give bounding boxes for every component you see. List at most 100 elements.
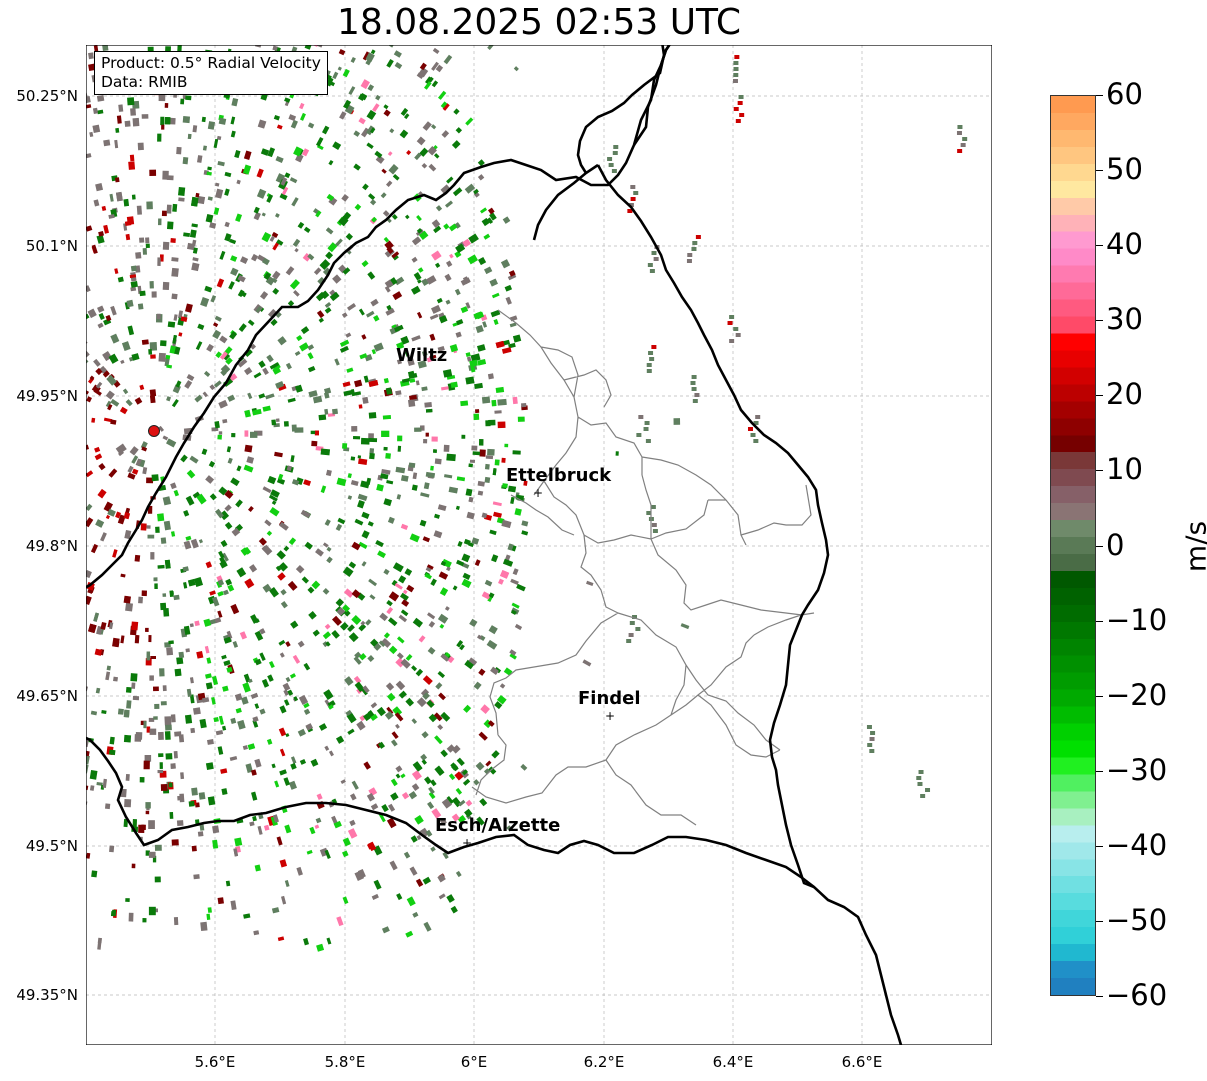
radar-echo-pixel (368, 433, 374, 440)
radar-echo-pixel (365, 52, 375, 63)
radar-echo-pixel (510, 578, 519, 586)
radar-echo-pixel (422, 675, 433, 686)
radar-echo-pixel (313, 267, 322, 275)
radar-echo-pixel (242, 164, 252, 175)
radar-echo-pixel (381, 430, 390, 437)
radar-echo-pixel (94, 453, 103, 461)
radar-echo-pixel (350, 456, 356, 461)
radar-echo-pixel (97, 488, 107, 499)
radar-echo-pixel (265, 393, 275, 400)
radar-echo-pixel (149, 389, 157, 397)
radar-echo-pixel (185, 535, 192, 541)
radar-echo-pixel (217, 897, 224, 905)
radar-echo-pixel (469, 618, 478, 628)
radar-echo-pixel (129, 154, 135, 162)
radar-echo-pixel (242, 682, 251, 693)
radar-echo-pixel (427, 145, 437, 156)
radar-echo-pixel (362, 183, 369, 191)
radar-echo-pixel (278, 727, 287, 737)
radar-echo-pixel (269, 235, 275, 242)
radar-echo-pixel (611, 169, 617, 173)
radar-echo-pixel (335, 735, 345, 744)
radar-echo-pixel (268, 308, 277, 318)
radar-echo-pixel (98, 230, 105, 237)
radar-echo-pixel (215, 730, 224, 736)
radar-echo-pixel (157, 133, 162, 142)
radar-echo-pixel (649, 357, 655, 361)
radar-echo-pixel (680, 623, 690, 630)
radar-echo-pixel (365, 619, 372, 626)
radar-echo-pixel (138, 824, 145, 833)
radar-echo-pixel (224, 171, 232, 178)
radar-echo-pixel (357, 455, 362, 459)
radar-echo-pixel (405, 697, 415, 707)
radar-echo-pixel (97, 941, 102, 950)
radar-echo-pixel (149, 281, 154, 289)
radar-echo-pixel (463, 704, 472, 713)
radar-echo-pixel (343, 609, 351, 617)
radar-echo-pixel (192, 491, 201, 499)
radar-echo-pixel (109, 736, 115, 745)
radar-echo-pixel (124, 799, 132, 808)
radar-echo-pixel (392, 173, 400, 181)
radar-echo-pixel (94, 648, 103, 656)
radar-echo-pixel (374, 150, 383, 159)
radar-echo-pixel (421, 731, 429, 739)
radar-echo-pixel (869, 737, 875, 741)
radar-echo-pixel (361, 260, 369, 268)
radar-echo-pixel (220, 768, 228, 774)
radar-echo-pixel (277, 936, 285, 942)
radar-echo-pixel (112, 549, 118, 558)
radar-echo-pixel (261, 544, 273, 556)
country-border-de-north (576, 45, 666, 174)
radar-echo-pixel (101, 205, 107, 211)
radar-echo-pixel (209, 222, 217, 229)
radar-echo-pixel (381, 638, 392, 648)
radar-echo-pixel (315, 817, 322, 824)
radar-echo-pixel (342, 443, 348, 449)
radar-echo-pixel (501, 519, 512, 529)
radar-echo-pixel (252, 408, 262, 416)
radar-echo-pixel (691, 375, 697, 379)
radar-echo-pixel (226, 446, 232, 453)
radar-echo-pixel (440, 386, 449, 391)
radar-echo-pixel (483, 719, 493, 729)
radar-echo-pixel (286, 465, 292, 472)
radar-echo-pixel (213, 380, 222, 388)
radar-echo-pixel (146, 201, 153, 210)
radar-echo-pixel (98, 312, 105, 320)
radar-echo-pixel (230, 603, 240, 615)
radar-echo-pixel (91, 870, 98, 878)
radar-echo-pixel (89, 375, 95, 381)
radar-echo-pixel (375, 155, 385, 164)
radar-echo-pixel (252, 815, 257, 822)
radar-echo-pixel (298, 694, 309, 706)
radar-echo-pixel (468, 657, 478, 666)
radar-echo-pixel (113, 676, 118, 682)
radar-echo-pixel (479, 449, 486, 457)
radar-echo-pixel (635, 627, 641, 631)
colorbar-tick-mark (1096, 170, 1103, 172)
colorbar-tick-mark (1096, 95, 1103, 96)
radar-echo-pixel (190, 196, 199, 207)
radar-echo-pixel (96, 234, 105, 244)
radar-echo-pixel (384, 711, 394, 720)
radar-echo-pixel (86, 153, 92, 159)
radar-echo-pixel (615, 451, 619, 456)
radar-echo-pixel (326, 556, 333, 564)
radar-echo-pixel (330, 81, 335, 87)
radar-echo-pixel (252, 716, 259, 723)
radar-echo-pixel (284, 172, 291, 179)
radar-echo-pixel (142, 467, 148, 475)
radar-echo-pixel (115, 511, 121, 519)
radar-echo-pixel (394, 712, 404, 722)
radar-echo-pixel (236, 465, 242, 472)
canton-borders (471, 309, 815, 826)
radar-echo-pixel (651, 345, 657, 349)
radar-echo-pixel (251, 253, 259, 262)
radar-echo-pixel (86, 396, 92, 403)
radar-echo-pixel (185, 95, 192, 101)
radar-echo-pixel (145, 802, 151, 809)
radar-echo-pixel (335, 523, 343, 532)
radar-echo-pixel (275, 565, 282, 572)
